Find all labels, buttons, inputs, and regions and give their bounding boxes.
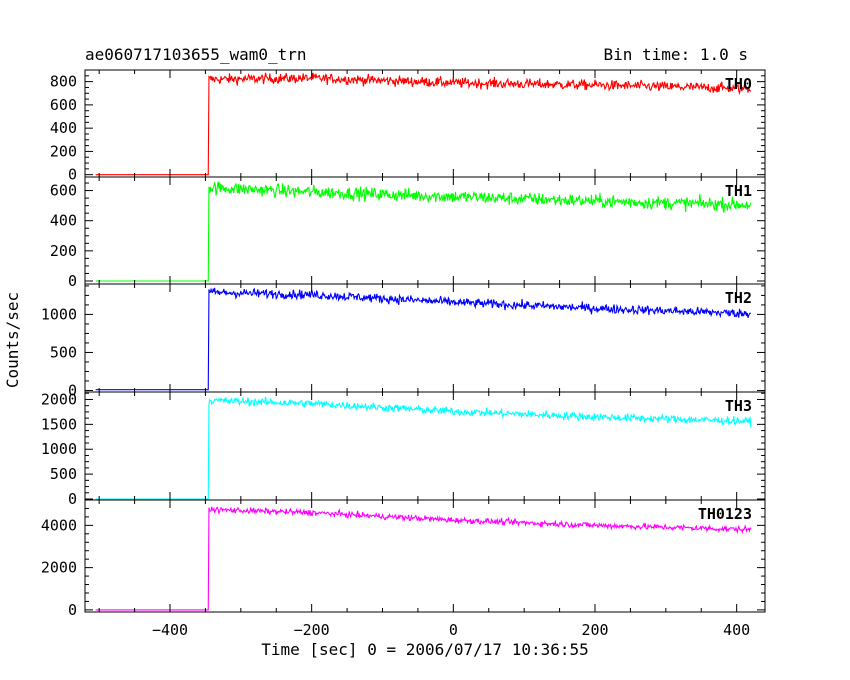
series-label-th1: TH1 [725, 182, 752, 200]
chart-title: ae060717103655_wam0_trn [85, 45, 307, 64]
panel-frame [84, 176, 766, 285]
series-line-th0 [95, 72, 752, 176]
y-tick-label: 500 [50, 465, 77, 483]
y-tick-label: 0 [68, 166, 77, 184]
y-tick-label: 600 [50, 96, 77, 114]
y-tick-label: 4000 [41, 516, 77, 534]
series-line-th3 [95, 396, 752, 500]
panel-th2: 0 500 1000 TH2 [41, 283, 766, 399]
y-tick-label: 600 [50, 182, 77, 200]
series-line-th1 [95, 181, 752, 282]
y-tick-label: 0 [68, 490, 77, 508]
y-tick-label: 0 [68, 601, 77, 619]
panel-frame [84, 499, 766, 613]
x-axis-label: Time [sec] 0 = 2006/07/17 10:36:55 [261, 640, 589, 659]
series-label-th0123: TH0123 [698, 505, 752, 523]
bin-time-label: Bin time: 1.0 s [604, 45, 749, 64]
y-tick-label: 800 [50, 73, 77, 91]
y-tick-label: 0 [68, 381, 77, 399]
y-tick-label: 1500 [41, 415, 77, 433]
y-tick-label: 1000 [41, 305, 77, 323]
x-tick-label: 0 [449, 621, 458, 639]
y-tick-label: 200 [50, 242, 77, 260]
y-axis-label: Counts/sec [3, 292, 22, 388]
y-tick-label: 0 [68, 272, 77, 290]
y-tick-label: 400 [50, 119, 77, 137]
panels-group: 0 200 400 600 800 TH0 0 200 400 600 TH1 0 500 1000 TH2… [41, 69, 766, 639]
y-tick-label: 2000 [41, 390, 77, 408]
series-line-th0123 [95, 506, 752, 611]
panel-th3: 0 500 1000 1500 2000 TH3 [41, 390, 766, 508]
series-label-th3: TH3 [725, 397, 752, 415]
panel-frame [84, 391, 766, 501]
x-tick-label: −400 [152, 621, 188, 639]
x-tick-label: −200 [294, 621, 330, 639]
series-line-th2 [95, 287, 752, 391]
y-tick-label: 200 [50, 142, 77, 160]
x-tick-label: 200 [581, 621, 608, 639]
y-tick-label: 1000 [41, 440, 77, 458]
y-tick-label: 2000 [41, 559, 77, 577]
series-label-th2: TH2 [725, 289, 752, 307]
panel-th0: 0 200 400 600 800 TH0 [50, 69, 766, 184]
y-tick-label: 500 [50, 343, 77, 361]
y-tick-label: 400 [50, 212, 77, 230]
series-label-th0: TH0 [725, 75, 752, 93]
panel-th0123: 0 2000 4000 TH0123 [41, 499, 766, 619]
panel-th1: 0 200 400 600 TH1 [50, 176, 766, 290]
x-tick-label: 400 [723, 621, 750, 639]
